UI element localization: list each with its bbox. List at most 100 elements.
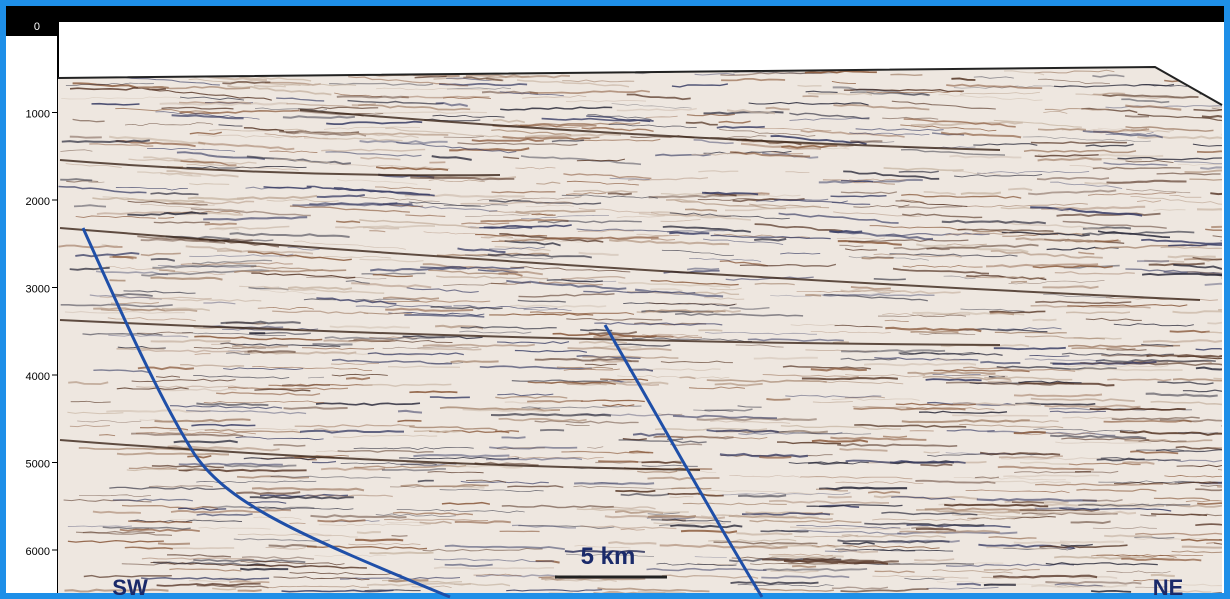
reflector	[794, 534, 859, 538]
reflector	[333, 434, 438, 439]
reflector	[659, 543, 788, 550]
reflector	[945, 381, 1075, 386]
reflector	[797, 84, 822, 87]
seismic-section	[58, 67, 1222, 593]
reflector	[608, 541, 657, 545]
reflector	[1181, 545, 1222, 549]
reflector	[1125, 104, 1182, 111]
reflector	[587, 114, 652, 121]
reflector	[989, 310, 1046, 314]
reflector	[1168, 243, 1222, 247]
reflector	[518, 124, 615, 130]
reflector	[251, 272, 356, 279]
y-tick-label: 5000	[26, 459, 50, 471]
reflector	[359, 140, 448, 145]
reflector	[79, 494, 152, 497]
reflector	[541, 117, 654, 122]
reflector	[325, 151, 422, 157]
reflector	[915, 527, 957, 532]
reflector	[139, 349, 253, 354]
reflector	[698, 329, 723, 332]
reflector	[157, 265, 254, 268]
reflector	[282, 115, 355, 119]
reflector	[1184, 168, 1222, 174]
reflector	[336, 95, 409, 99]
reflector	[243, 127, 285, 132]
reflector	[839, 244, 864, 248]
reflector	[112, 255, 137, 259]
reflector	[136, 385, 249, 389]
reflector	[741, 512, 831, 516]
reflector	[1082, 129, 1164, 139]
reflector	[566, 180, 639, 186]
reflector	[719, 129, 816, 137]
reflector	[115, 187, 188, 191]
reflector	[706, 429, 779, 433]
reflector	[843, 88, 964, 93]
reflector	[496, 341, 570, 344]
reflector	[61, 96, 182, 100]
reflector	[502, 135, 591, 141]
reflector	[709, 287, 742, 291]
reflector	[311, 460, 337, 464]
reflector	[188, 78, 301, 86]
reflector	[189, 253, 294, 258]
reflector	[1097, 127, 1170, 133]
reflector	[710, 420, 791, 424]
reflector	[837, 549, 879, 554]
reflector	[480, 218, 569, 223]
reflector	[782, 365, 871, 370]
reflector	[959, 423, 1064, 429]
reflector	[996, 365, 1117, 371]
reflector	[58, 185, 147, 194]
reflector	[161, 307, 210, 312]
reflector	[645, 309, 726, 313]
reflector	[218, 124, 243, 127]
reflector	[703, 238, 784, 246]
reflector	[925, 378, 982, 382]
reflector	[498, 417, 587, 422]
reflector	[593, 590, 666, 593]
reflector	[500, 106, 613, 111]
reflector	[1039, 544, 1128, 549]
reflector	[830, 436, 927, 441]
reflector	[607, 234, 680, 240]
reflector	[186, 164, 299, 171]
reflector	[634, 322, 707, 326]
reflector	[397, 409, 423, 414]
reflector	[660, 219, 701, 222]
reflector	[850, 140, 883, 143]
reflector	[753, 588, 834, 592]
reflector	[239, 76, 312, 82]
reflector	[444, 563, 493, 567]
reflector	[272, 310, 369, 315]
reflector	[1210, 192, 1222, 198]
reflector	[729, 475, 802, 478]
reflector	[1178, 431, 1219, 434]
reflector	[987, 380, 1012, 384]
reflector	[1171, 550, 1222, 555]
reflector	[573, 485, 686, 490]
reflector	[730, 151, 811, 158]
reflector	[1213, 542, 1222, 545]
reflector	[108, 334, 189, 338]
reflector	[477, 269, 518, 273]
reflector	[1092, 166, 1181, 171]
reflector	[1061, 437, 1150, 441]
reflector	[318, 523, 431, 527]
reflector	[822, 179, 895, 185]
reflector	[1085, 143, 1134, 148]
reflector	[840, 289, 961, 295]
reflector	[491, 190, 556, 194]
reflector	[1067, 304, 1188, 308]
reflector	[737, 405, 762, 408]
reflector	[433, 566, 554, 570]
reflector	[845, 459, 966, 464]
reflector	[1062, 220, 1167, 229]
reflector	[1103, 419, 1192, 423]
reflector	[1092, 74, 1125, 78]
reflector	[688, 386, 746, 390]
reflector	[623, 302, 736, 307]
reflector	[321, 467, 386, 471]
reflector	[920, 463, 953, 467]
